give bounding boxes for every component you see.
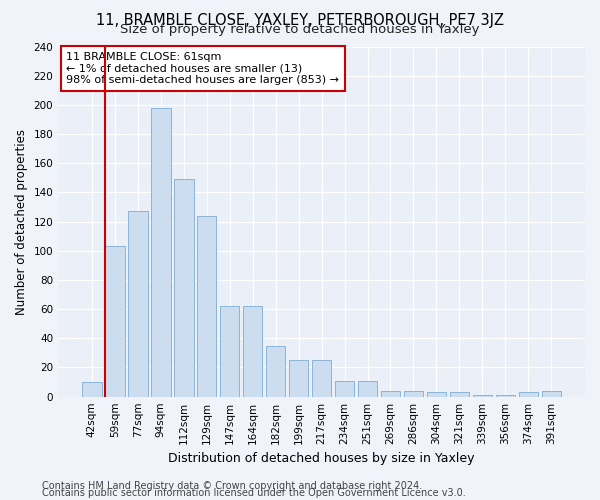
- Bar: [404, 391, 423, 396]
- Text: Size of property relative to detached houses in Yaxley: Size of property relative to detached ho…: [120, 22, 480, 36]
- Bar: [105, 246, 125, 396]
- Bar: [266, 346, 286, 397]
- Bar: [197, 216, 217, 396]
- Bar: [358, 380, 377, 396]
- Bar: [289, 360, 308, 397]
- Bar: [312, 360, 331, 397]
- Bar: [174, 180, 194, 396]
- Bar: [243, 306, 262, 396]
- Bar: [220, 306, 239, 396]
- Bar: [496, 395, 515, 396]
- Bar: [473, 395, 492, 396]
- X-axis label: Distribution of detached houses by size in Yaxley: Distribution of detached houses by size …: [169, 452, 475, 465]
- Bar: [82, 382, 101, 396]
- Text: 11 BRAMBLE CLOSE: 61sqm
← 1% of detached houses are smaller (13)
98% of semi-det: 11 BRAMBLE CLOSE: 61sqm ← 1% of detached…: [66, 52, 339, 85]
- Bar: [449, 392, 469, 396]
- Text: Contains HM Land Registry data © Crown copyright and database right 2024.: Contains HM Land Registry data © Crown c…: [42, 481, 422, 491]
- Bar: [128, 212, 148, 396]
- Bar: [335, 380, 355, 396]
- Bar: [542, 391, 561, 396]
- Bar: [518, 392, 538, 396]
- Y-axis label: Number of detached properties: Number of detached properties: [15, 128, 28, 314]
- Bar: [381, 391, 400, 396]
- Bar: [427, 392, 446, 396]
- Text: 11, BRAMBLE CLOSE, YAXLEY, PETERBOROUGH, PE7 3JZ: 11, BRAMBLE CLOSE, YAXLEY, PETERBOROUGH,…: [96, 12, 504, 28]
- Text: Contains public sector information licensed under the Open Government Licence v3: Contains public sector information licen…: [42, 488, 466, 498]
- Bar: [151, 108, 170, 397]
